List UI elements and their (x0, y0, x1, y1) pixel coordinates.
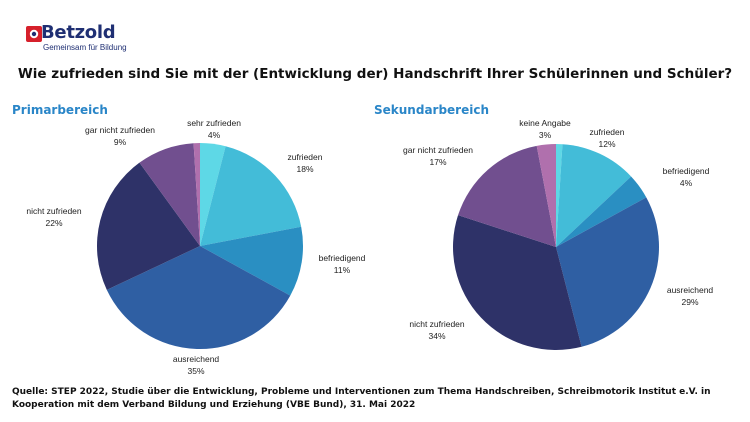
slice-label: keine Angabe 3% (519, 117, 571, 141)
source-note: Quelle: STEP 2022, Studie über die Entwi… (12, 387, 711, 410)
slice-label-name: gar nicht zufrieden (85, 125, 155, 135)
slice-label-value: 22% (45, 218, 63, 228)
slice-label-value: 34% (428, 331, 446, 341)
pie-slice-befriedigend (200, 226, 303, 296)
logo-tagline: Gemeinsam für Bildung (43, 43, 127, 52)
slice-label: befriedigend 4% (663, 165, 710, 189)
pie-slice-keine-Angabe (536, 144, 556, 247)
pie-slice-nicht-zufrieden (97, 162, 200, 290)
pie-slice-ausreichend (556, 197, 659, 347)
slice-label: gar nicht zufrieden 9% (85, 124, 155, 148)
pie-slice-nicht-zufrieden (452, 215, 582, 350)
chart-title-sekundarbereich: Sekundarbereich (374, 103, 490, 117)
slice-label-name: gar nicht zufrieden (403, 145, 473, 155)
slice-label-name: sehr zufrieden (187, 118, 241, 128)
slice-label: zufrieden 12% (590, 126, 625, 150)
slice-label-value: 29% (681, 297, 699, 307)
chart-main-title: Wie zufrieden sind Sie mit der (Entwickl… (17, 66, 733, 82)
slice-label-name: zufrieden (589, 127, 625, 137)
pie-slice (193, 143, 200, 246)
slice-label-name: ausreichend (172, 354, 220, 364)
slice-label-value: 11% (333, 265, 351, 275)
slice-label: befriedigend 11% (319, 252, 366, 276)
slice-label: gar nicht zufrieden 17% (403, 144, 473, 168)
pie-slice-gar-nicht-zufrieden (139, 143, 200, 246)
pie-slice (556, 144, 563, 247)
slice-label-value: 3% (538, 130, 552, 140)
slice-label-value: 17% (429, 157, 447, 167)
slice-label: nicht zufrieden 22% (26, 205, 81, 229)
slice-label-value: 4% (207, 130, 221, 140)
slice-label-value: 9% (113, 137, 127, 147)
logo-name: Betzold (41, 22, 116, 43)
slice-label: sehr zufrieden 4% (187, 117, 241, 141)
slice-label: nicht zufrieden 34% (409, 318, 464, 342)
slice-label-value: 4% (679, 178, 693, 188)
pie-slice-sehr-zufrieden (200, 143, 226, 246)
pie-slice-ausreichend (106, 246, 291, 349)
logo-mark-icon (26, 26, 42, 42)
slice-label-name: keine Angabe (519, 118, 571, 128)
slice-label-value: 12% (598, 139, 616, 149)
slice-label: ausreichend 29% (667, 284, 713, 308)
chart-title-primarbereich: Primarbereich (12, 103, 108, 117)
slice-label-name: nicht zufrieden (409, 319, 465, 329)
slice-label-name: nicht zufrieden (26, 206, 82, 216)
slice-label: zufrieden 18% (288, 151, 323, 175)
pie-slice-zufrieden (200, 146, 302, 246)
pie-slice-befriedigend (556, 176, 647, 247)
slice-label-value: 18% (296, 164, 314, 174)
pie-slice-zufrieden (556, 144, 632, 247)
pie-slice-gar-nicht-zufrieden (458, 145, 556, 247)
slice-label-name: zufrieden (287, 152, 323, 162)
slice-label-name: ausreichend (666, 285, 714, 295)
slice-label-value: 35% (187, 366, 205, 376)
slice-label: ausreichend 35% (173, 353, 219, 377)
slice-label-name: befriedigend (662, 166, 710, 176)
betzold-logo: Betzold Gemeinsam für Bildung (26, 22, 136, 55)
slice-label-name: befriedigend (318, 253, 366, 263)
